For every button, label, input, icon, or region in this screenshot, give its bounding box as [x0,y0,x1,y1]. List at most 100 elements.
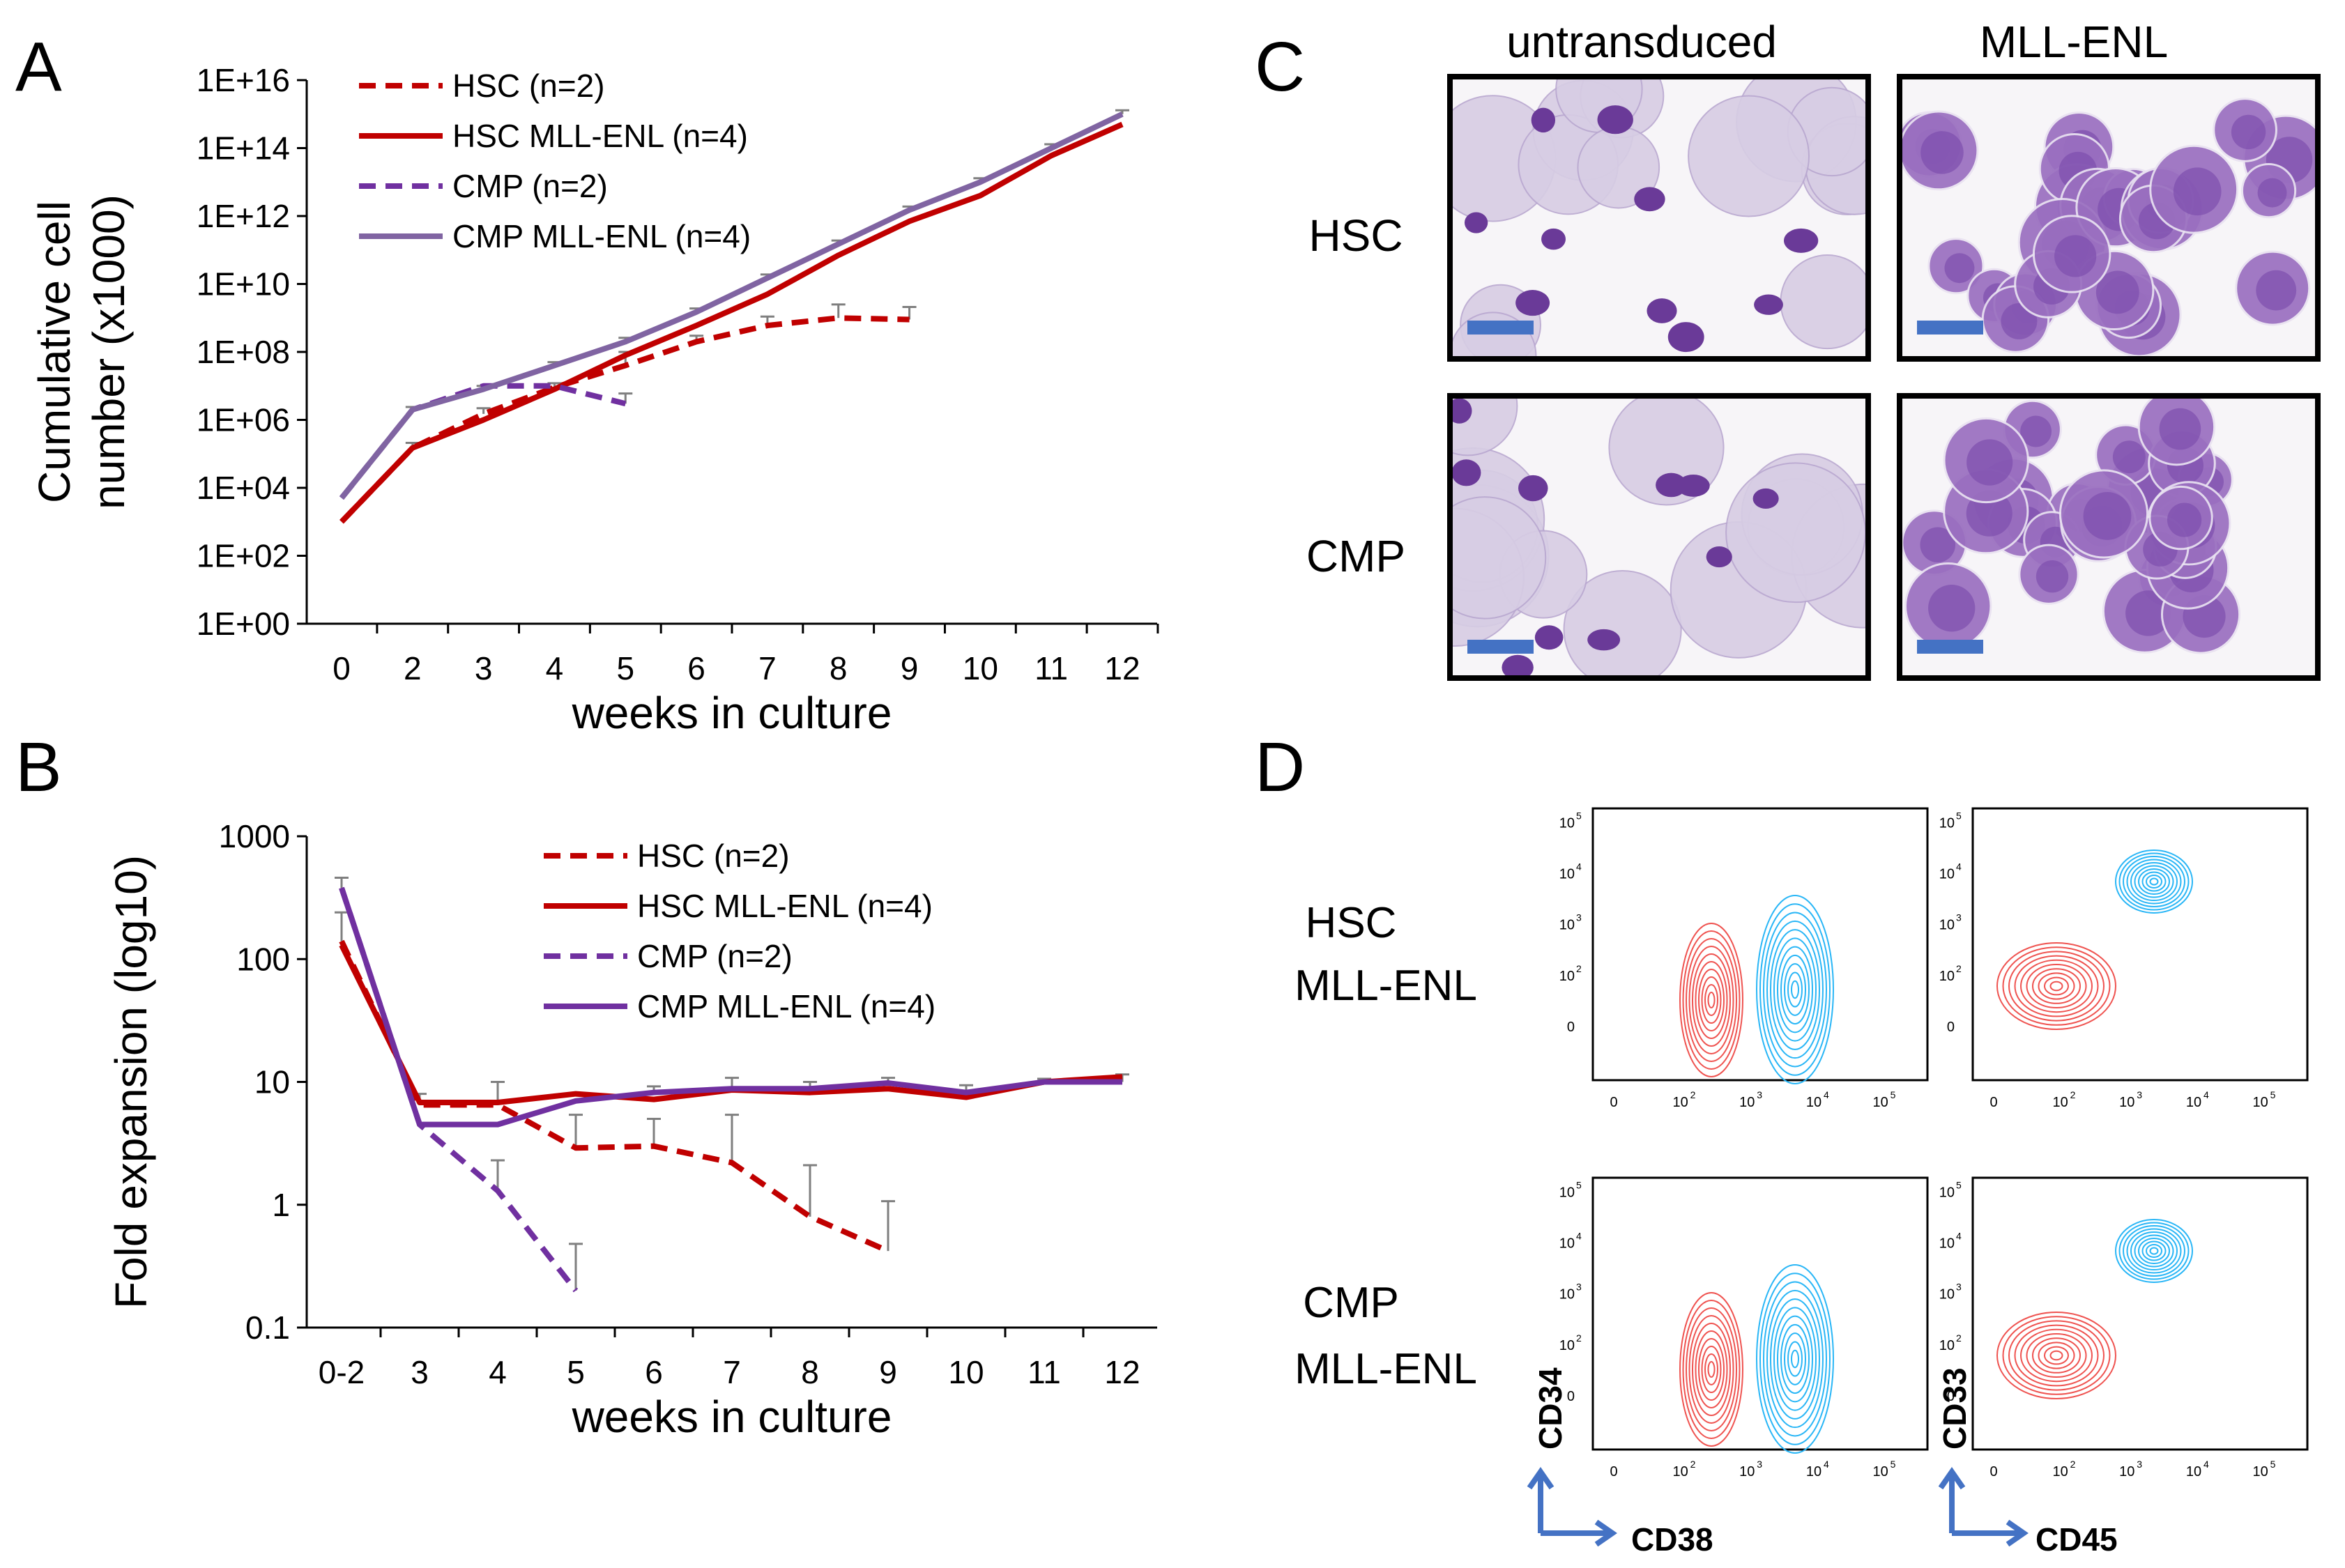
y-tick-label: 1E+08 [197,334,290,370]
contour-ring [1770,1298,1820,1420]
x-tick-label: 7 [723,1354,741,1390]
flow-row2-label-line1: CMP [1303,1279,1399,1327]
series-line-0 [339,315,910,524]
x-tick-label: 9 [901,650,919,686]
legend-label: CMP (n=2) [637,938,793,974]
scale-bar [1917,640,1983,654]
micrograph-frame [1447,74,1871,362]
flow-x-tick-label: 10 [1872,1464,1888,1479]
y-tick-label: 1E+04 [197,470,290,506]
contour-ring [1686,1307,1737,1431]
flow-x-tick-exponent: 2 [2070,1089,2076,1100]
y-tick-label: 0.1 [245,1309,290,1346]
x-tick-label: 10 [963,650,998,686]
scale-bar [1467,321,1534,335]
flow-y-tick-exponent: 2 [1956,963,1962,974]
panel-label-a: A [15,28,62,106]
x-tick-label: 0-2 [319,1354,365,1390]
flow-x-tick-exponent: 5 [1890,1459,1896,1470]
legend-label: HSC MLL-ENL (n=4) [452,118,748,154]
contour-ring [1763,912,1827,1068]
x-tick-label: 0 [333,650,351,686]
contour-ring [1787,971,1803,1008]
contour-ring [1688,946,1734,1054]
contour-ring [2014,1324,2099,1387]
micrograph-frame [1897,74,2321,362]
contour-ring [2008,951,2105,1022]
flow-y-tick-label: 10 [1559,969,1575,984]
contour-ring [2049,1350,2063,1361]
y-tick-label: 1E+16 [197,62,290,98]
x-tick-label: 10 [948,1354,984,1390]
flow-x-tick-label: 10 [2186,1095,2201,1110]
contour-ring [1679,1292,1743,1447]
flow-x-tick-label: 10 [2053,1464,2068,1479]
contour-ring [2002,1316,2111,1395]
x-axis-label: weeks in culture [572,1392,892,1442]
contour-ring [1996,1312,2116,1399]
flow-right-x-label: CD45 [2035,1521,2118,1558]
x-tick-label: 12 [1104,1354,1140,1390]
contour-ring [1682,1300,1741,1439]
flow-plot-frame [1591,807,1929,1082]
panel-label-d: D [1255,728,1305,806]
contour-ring [1756,895,1834,1084]
legend-label: CMP MLL-ENL (n=4) [637,988,935,1024]
flow-y-tick-exponent: 4 [1576,861,1582,872]
contour-ring [2149,1247,2159,1255]
contour-ring [2126,859,2182,905]
flow-y-tick-label: 10 [1939,866,1955,882]
x-tick-label: 4 [546,650,564,686]
micrograph-cmp-untransduced [1450,396,1868,678]
x-tick-label: 9 [879,1354,897,1390]
contour-ring [2026,964,2087,1008]
x-tick-label: 4 [489,1354,507,1390]
x-tick-label: 7 [758,650,777,686]
flow-x-tick-label: 10 [2119,1095,2134,1110]
contour-ring [2146,875,2162,889]
flow-y-tick-exponent: 4 [1576,1230,1582,1241]
flow-x-tick-exponent: 4 [2203,1459,2209,1470]
y-tick-label: 100 [236,941,290,977]
contour-ring [2134,1234,2174,1268]
flow-y-tick-label: 10 [1939,1338,1955,1353]
flow-left-y-label: CD34 [1532,1367,1568,1450]
contour-ring [1791,1349,1799,1369]
contour-ring [2130,862,2178,901]
contour-ring [1763,1281,1827,1437]
flow-y-tick-label: 10 [1939,1236,1955,1251]
contour-ring [2044,976,2069,996]
contour-ring [2032,1337,2081,1374]
contour-ring [2130,1231,2178,1270]
contour-ring [2138,868,2170,895]
micrograph-hsc-mll-enl [1900,77,2318,359]
contour-ring [1759,1273,1831,1445]
flow-x-tick-exponent: 2 [1690,1459,1696,1470]
contour-ring [2123,856,2185,907]
flow-x-tick-label: 10 [2252,1464,2268,1479]
flow-y-tick-label: 10 [1939,1287,1955,1302]
micrograph-cmp-mll-enl [1900,396,2318,678]
contour-ring [1701,1346,1722,1393]
micrograph-frame [1447,393,1871,681]
contour-ring [1704,984,1718,1016]
contour-ring [2008,1320,2105,1391]
contour-ring [1773,1307,1817,1411]
contour-ring [2146,1244,2162,1258]
x-tick-label: 5 [567,1354,585,1390]
contour-ring [1756,1264,1834,1454]
x-tick-label: 3 [475,650,493,686]
contour-ring [2134,865,2174,898]
legend-label: CMP (n=2) [452,168,608,204]
contour-ring [1780,1323,1810,1394]
flow-y-tick-label: 0 [1947,1389,1955,1404]
contour-ring [1698,969,1725,1031]
x-tick-label: 3 [411,1354,429,1390]
micrograph-column-mll-enl: MLL-ENL [1980,17,2168,67]
x-tick-label: 8 [801,1354,819,1390]
flow-left-x-label: CD38 [1631,1521,1713,1558]
y-tick-label: 1E+10 [197,266,290,302]
x-tick-label: 6 [687,650,705,686]
contour-ring [2118,852,2190,911]
series-line-3 [339,886,1122,1128]
